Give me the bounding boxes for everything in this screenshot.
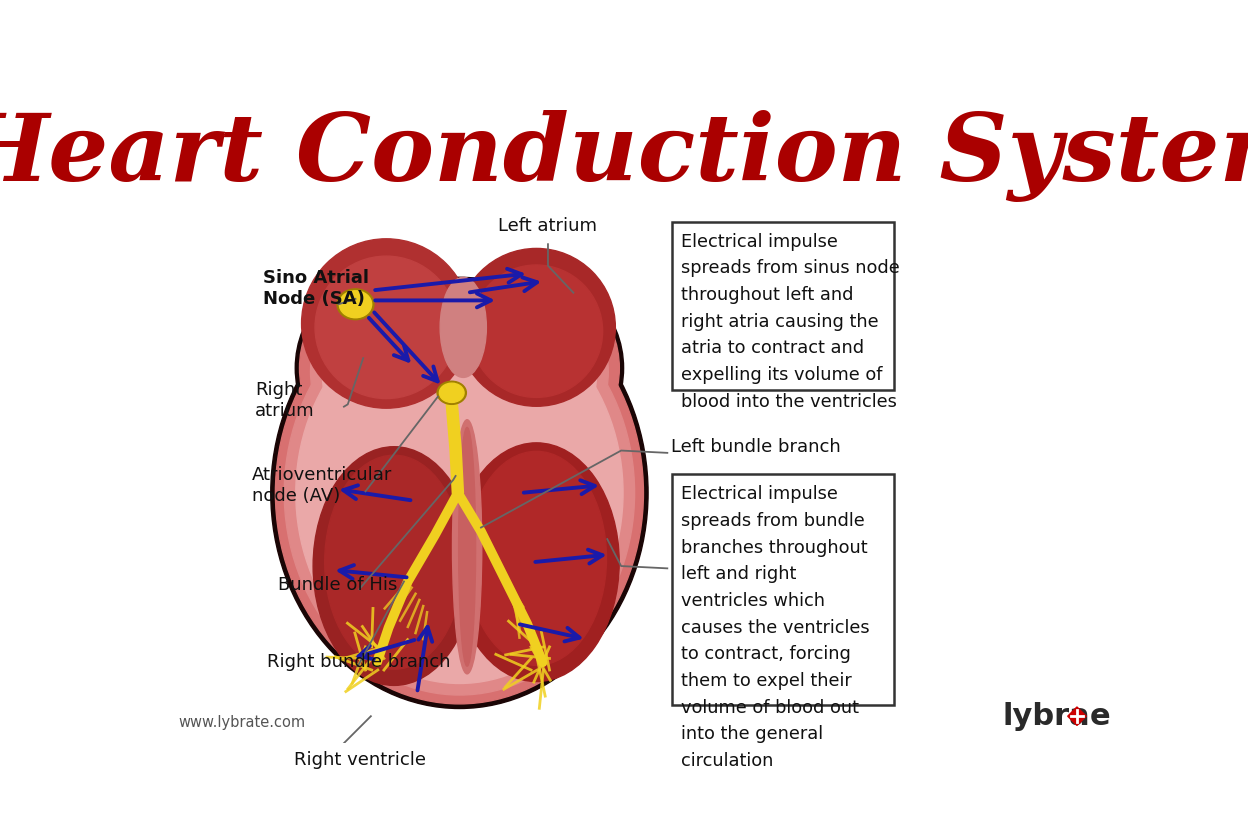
Ellipse shape	[470, 265, 603, 397]
Ellipse shape	[311, 283, 482, 461]
Text: Atrioventricular
node (AV): Atrioventricular node (AV)	[252, 466, 392, 504]
Ellipse shape	[285, 291, 634, 695]
Ellipse shape	[313, 447, 474, 686]
Text: Bundle of His: Bundle of His	[278, 576, 398, 595]
Text: lybra: lybra	[1002, 701, 1090, 731]
Ellipse shape	[300, 273, 487, 463]
Ellipse shape	[314, 256, 458, 398]
FancyBboxPatch shape	[671, 222, 895, 391]
Text: Right ventricle: Right ventricle	[293, 751, 426, 769]
Ellipse shape	[296, 302, 623, 684]
Polygon shape	[1068, 707, 1086, 726]
Ellipse shape	[441, 277, 487, 377]
Text: Heart Conduction System: Heart Conduction System	[0, 109, 1248, 201]
Ellipse shape	[271, 277, 648, 709]
Ellipse shape	[443, 294, 597, 458]
Ellipse shape	[439, 383, 464, 402]
Ellipse shape	[467, 452, 607, 665]
Text: Sino Atrial
Node (SA): Sino Atrial Node (SA)	[263, 270, 369, 308]
Text: Right bundle branch: Right bundle branch	[267, 653, 451, 671]
Ellipse shape	[459, 428, 475, 666]
Text: Left ventricle: Left ventricle	[671, 554, 790, 571]
Ellipse shape	[427, 269, 624, 468]
Ellipse shape	[339, 291, 372, 318]
Ellipse shape	[453, 443, 619, 681]
Ellipse shape	[276, 282, 644, 704]
Ellipse shape	[302, 239, 470, 408]
Ellipse shape	[324, 455, 463, 669]
Ellipse shape	[296, 269, 492, 468]
Text: e: e	[1090, 701, 1109, 731]
Text: Left bundle branch: Left bundle branch	[671, 438, 841, 456]
Ellipse shape	[453, 420, 482, 674]
Text: www.lybrate.com: www.lybrate.com	[178, 715, 306, 730]
Ellipse shape	[437, 283, 608, 461]
Text: Electrical impulse
spreads from bundle
branches throughout
left and right
ventri: Electrical impulse spreads from bundle b…	[681, 485, 870, 770]
Text: Left atrium: Left atrium	[498, 217, 598, 235]
Text: Right
atrium: Right atrium	[256, 381, 314, 420]
Ellipse shape	[432, 273, 619, 463]
Text: Electrical impulse
spreads from sinus node
throughout left and
right atria causi: Electrical impulse spreads from sinus no…	[681, 233, 900, 411]
Ellipse shape	[322, 294, 477, 458]
Ellipse shape	[337, 289, 374, 320]
Ellipse shape	[437, 382, 467, 404]
FancyBboxPatch shape	[671, 474, 895, 705]
Ellipse shape	[458, 249, 615, 407]
